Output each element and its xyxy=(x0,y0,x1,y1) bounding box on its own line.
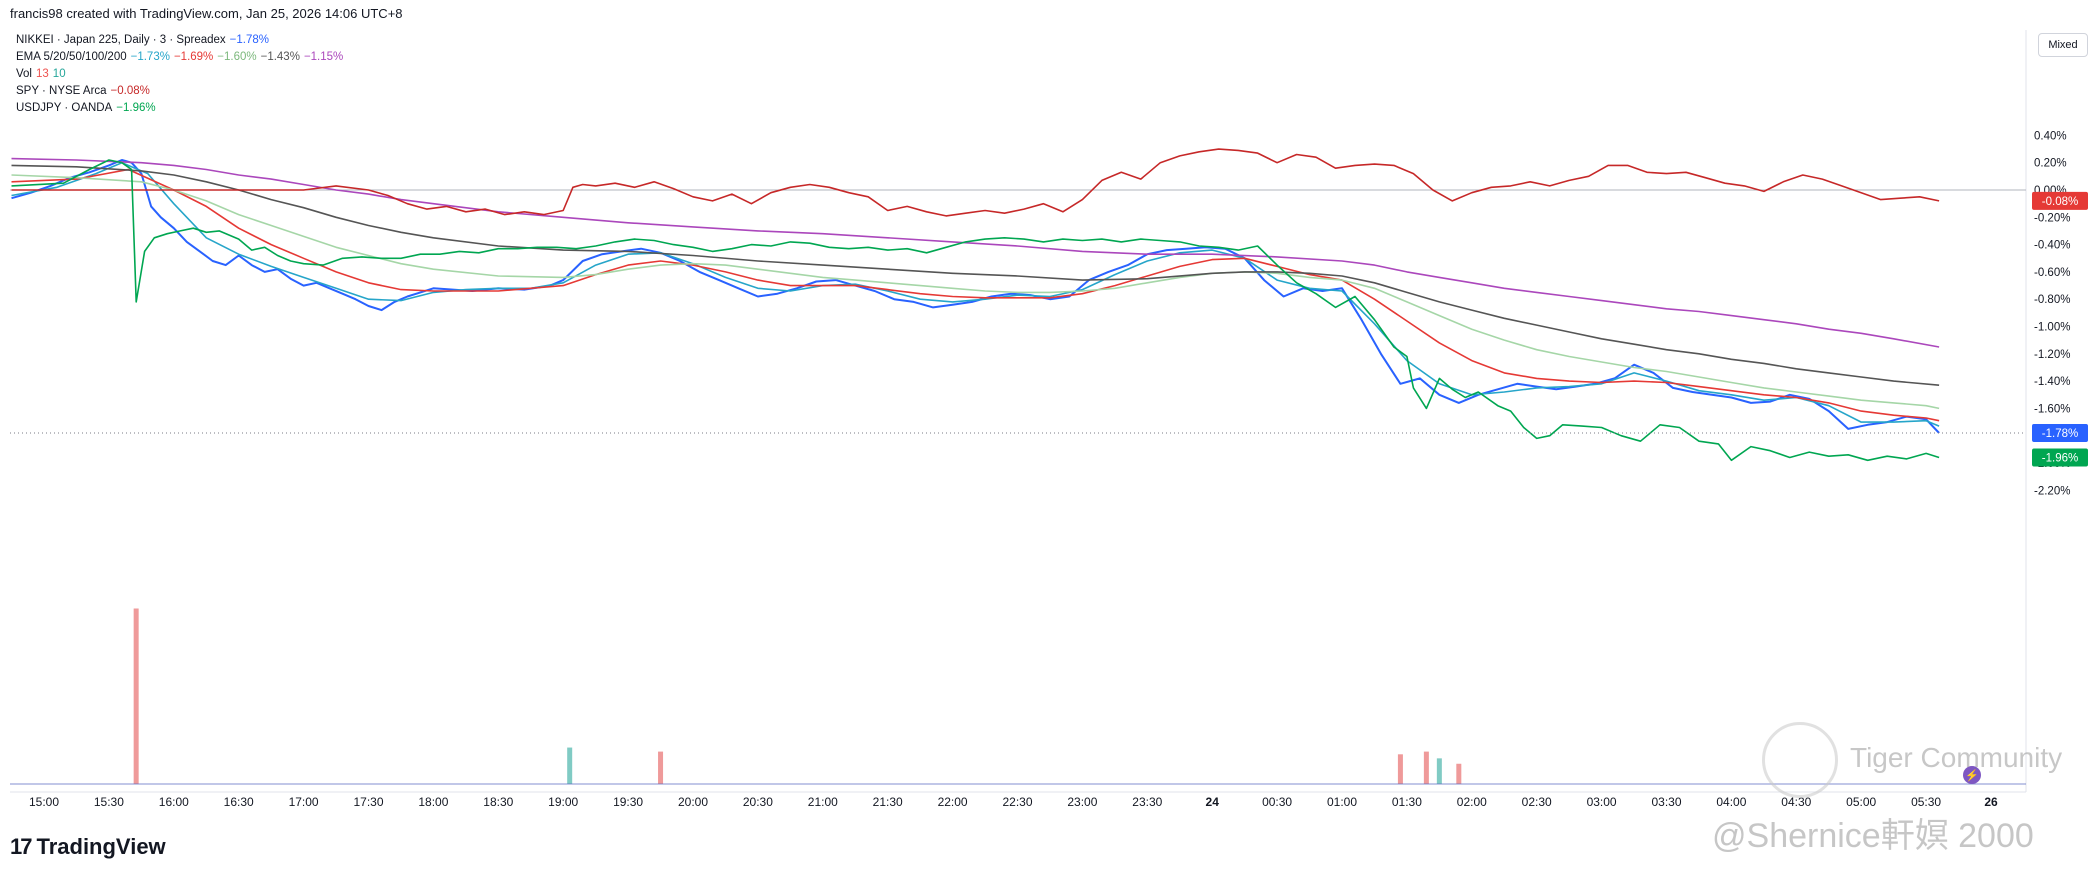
legend-value: −1.96% xyxy=(116,102,156,114)
x-tick-label: 16:30 xyxy=(224,795,254,809)
x-tick-label: 05:30 xyxy=(1911,795,1941,809)
legend-value: −0.08% xyxy=(110,85,150,97)
x-tick-label: 17:00 xyxy=(289,795,319,809)
x-tick-label: 00:30 xyxy=(1262,795,1292,809)
legend-row[interactable]: EMA 5/20/50/100/200 −1.73% −1.69% −1.60% −1.… xyxy=(16,49,343,66)
legend-value: −1.78% xyxy=(229,34,269,46)
x-tick-label: 20:30 xyxy=(743,795,773,809)
legend-row[interactable]: SPY · NYSE Arca −0.08% xyxy=(16,83,343,100)
x-tick-label: 17:30 xyxy=(353,795,383,809)
last-value-label: -0.08% xyxy=(2042,196,2078,208)
legend-value: −1.60% xyxy=(217,51,257,63)
volume-bar xyxy=(567,747,573,784)
legend-value: 13 xyxy=(36,68,49,80)
volume-bar xyxy=(658,751,664,784)
x-tick-label: 02:00 xyxy=(1457,795,1487,809)
legend-row[interactable]: Vol 13 10 xyxy=(16,66,343,83)
series-line xyxy=(11,161,1940,427)
legend-row[interactable]: NIKKEI · Japan 225, Daily · 3 · Spreadex… xyxy=(16,32,343,49)
y-tick-label: -0.20% xyxy=(2034,212,2070,224)
x-tick-label: 19:00 xyxy=(548,795,578,809)
x-tick-label: 18:30 xyxy=(483,795,513,809)
x-tick-label: 15:00 xyxy=(29,795,59,809)
series-line xyxy=(11,159,1940,462)
y-tick-label: -0.40% xyxy=(2034,240,2070,252)
y-tick-label: -1.00% xyxy=(2034,322,2070,334)
x-tick-label: 24 xyxy=(1206,795,1220,809)
legend-label: NIKKEI · Japan 225, Daily · 3 · Spreadex xyxy=(16,34,226,46)
legend-value: −1.69% xyxy=(173,51,214,63)
lightning-icon[interactable]: ⚡ xyxy=(1963,766,1981,784)
x-tick-label: 15:30 xyxy=(94,795,124,809)
scale-mode-button[interactable]: Mixed xyxy=(2038,33,2088,57)
tradingview-brand-text: TradingView xyxy=(36,834,166,859)
legend-label: EMA 5/20/50/100/200 xyxy=(16,51,127,63)
legend-label: Vol xyxy=(16,68,32,80)
x-tick-label: 01:30 xyxy=(1392,795,1422,809)
y-tick-label: -1.20% xyxy=(2034,349,2070,361)
x-tick-label: 18:00 xyxy=(418,795,448,809)
author-watermark: @Shernice軒嫇 2000 xyxy=(1712,817,2034,855)
x-tick-label: 21:30 xyxy=(873,795,903,809)
y-tick-label: 0.40% xyxy=(2034,130,2067,142)
series-line xyxy=(11,164,1940,386)
x-tick-label: 23:30 xyxy=(1132,795,1162,809)
x-tick-label: 22:30 xyxy=(1002,795,1032,809)
tiger-community-text: Tiger Community xyxy=(1850,742,2063,773)
last-value-label-bg xyxy=(2032,423,2088,442)
last-value-label-bg xyxy=(2032,191,2088,210)
x-tick-label: 01:00 xyxy=(1327,795,1357,809)
y-tick-label: -2.20% xyxy=(2034,485,2070,497)
x-tick-label: 03:30 xyxy=(1651,795,1681,809)
y-tick-label: 0.20% xyxy=(2034,158,2067,170)
x-tick-label: 16:00 xyxy=(159,795,189,809)
tiger-watermark: Tiger Community xyxy=(1762,722,2082,812)
legend-value: −1.15% xyxy=(303,51,344,63)
chart-header: francis98 created with TradingView.com, … xyxy=(10,6,403,21)
y-tick-label: -1.60% xyxy=(2034,403,2070,415)
y-tick-label: -0.80% xyxy=(2034,294,2070,306)
series-line xyxy=(11,174,1940,410)
x-tick-label: 26 xyxy=(1984,795,1998,809)
x-tick-label: 23:00 xyxy=(1067,795,1097,809)
legend: NIKKEI · Japan 225, Daily · 3 · Spreadex… xyxy=(16,32,343,117)
x-tick-label: 02:30 xyxy=(1522,795,1552,809)
legend-label: USDJPY · OANDA xyxy=(16,102,113,114)
tiger-logo-icon xyxy=(1762,722,1838,798)
x-tick-label: 21:00 xyxy=(808,795,838,809)
volume-bar xyxy=(1456,763,1462,784)
x-tick-label: 20:00 xyxy=(678,795,708,809)
x-tick-label: 04:30 xyxy=(1781,795,1811,809)
last-value-label: -1.96% xyxy=(2042,453,2078,465)
x-tick-label: 05:00 xyxy=(1846,795,1876,809)
series-line xyxy=(11,157,1940,348)
legend-row[interactable]: USDJPY · OANDA −1.96% xyxy=(16,100,343,117)
x-tick-label: 22:00 xyxy=(938,795,968,809)
volume-bar xyxy=(1397,754,1403,784)
series-line xyxy=(11,148,1940,217)
legend-value: −1.43% xyxy=(260,51,300,63)
series-line xyxy=(11,168,1940,422)
x-tick-label: 19:30 xyxy=(613,795,643,809)
legend-value: −1.73% xyxy=(130,51,170,63)
tradingview-logo[interactable]: 17 TradingView xyxy=(10,834,166,860)
y-tick-label: -0.60% xyxy=(2034,267,2070,279)
last-value-label-bg xyxy=(2032,448,2088,467)
volume-bar xyxy=(133,608,139,784)
last-value-label: -1.78% xyxy=(2042,428,2078,440)
series-line xyxy=(11,159,1940,434)
y-tick-label: -1.40% xyxy=(2034,376,2070,388)
tradingview-logo-icon: 17 xyxy=(10,834,33,859)
legend-label: SPY · NYSE Arca xyxy=(16,85,107,97)
volume-bar xyxy=(1436,758,1442,784)
x-tick-label: 03:00 xyxy=(1587,795,1617,809)
x-tick-label: 04:00 xyxy=(1716,795,1746,809)
volume-bar xyxy=(1423,751,1429,784)
legend-value: 10 xyxy=(52,68,66,80)
